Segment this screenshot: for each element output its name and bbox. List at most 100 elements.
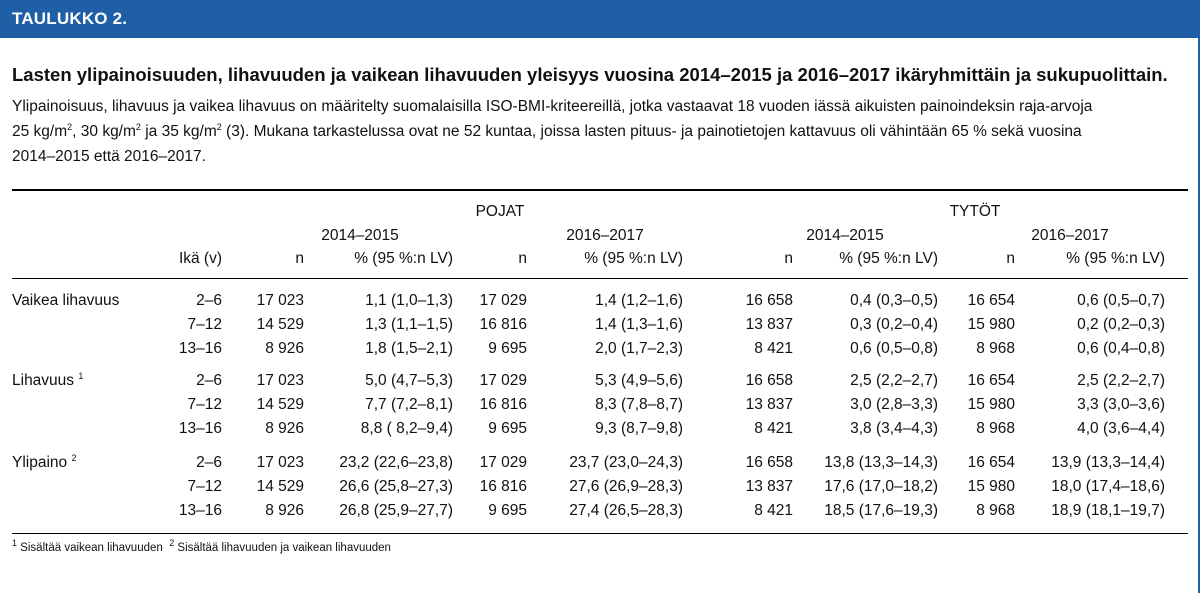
percent-ci-cell: 26,6 (25,8–27,3) — [339, 478, 453, 495]
age-group-cell: 2–6 — [196, 292, 222, 309]
percent-ci-cell: 27,6 (26,9–28,3) — [569, 478, 683, 495]
percent-ci-cell: 2,5 (2,2–2,7) — [850, 372, 938, 389]
percent-ci-cell: 8,8 ( 8,2–9,4) — [360, 420, 453, 437]
col-header-n: n — [295, 250, 304, 267]
percent-ci-cell: 23,2 (22,6–23,8) — [339, 454, 453, 471]
table-number-label: TAULUKKO 2. — [12, 9, 128, 28]
percent-ci-cell: 13,8 (13,3–14,3) — [824, 454, 938, 471]
table-header-bar: TAULUKKO 2. — [0, 0, 1200, 38]
percent-ci-cell: 17,6 (17,0–18,2) — [824, 478, 938, 495]
n-cell: 9 695 — [488, 340, 527, 357]
percent-ci-cell: 5,0 (4,7–5,3) — [365, 372, 453, 389]
percent-ci-cell: 5,3 (4,9–5,6) — [595, 372, 683, 389]
description-line-1: Ylipainoisuus, lihavuus ja vaikea lihavu… — [12, 98, 1093, 115]
percent-ci-cell: 1,4 (1,3–1,6) — [595, 316, 683, 333]
n-cell: 16 816 — [479, 396, 527, 413]
percent-ci-cell: 3,3 (3,0–3,6) — [1077, 396, 1165, 413]
n-cell: 17 029 — [479, 372, 527, 389]
n-cell: 13 837 — [745, 316, 793, 333]
n-cell: 14 529 — [256, 396, 304, 413]
n-cell: 8 926 — [265, 340, 304, 357]
n-cell: 15 980 — [967, 316, 1015, 333]
n-cell: 14 529 — [256, 478, 304, 495]
percent-ci-cell: 26,8 (25,9–27,7) — [339, 502, 453, 519]
n-cell: 17 023 — [256, 372, 304, 389]
age-group-cell: 7–12 — [187, 396, 222, 413]
percent-ci-cell: 18,0 (17,4–18,6) — [1051, 478, 1165, 495]
percent-ci-cell: 0,6 (0,4–0,8) — [1077, 340, 1165, 357]
age-group-cell: 13–16 — [178, 420, 222, 437]
description-line-2: 25 kg/m2, 30 kg/m2 ja 35 kg/m2 (3). Muka… — [12, 121, 1082, 140]
n-cell: 16 658 — [745, 372, 793, 389]
table-description: Ylipainoisuus, lihavuus ja vaikea lihavu… — [12, 94, 1182, 169]
group-header-boys: POJAT — [475, 203, 525, 220]
percent-ci-cell: 23,7 (23,0–24,3) — [569, 454, 683, 471]
row-group-label: Lihavuus 1 — [12, 370, 84, 389]
percent-ci-cell: 1,4 (1,2–1,6) — [595, 292, 683, 309]
percent-ci-cell: 2,5 (2,2–2,7) — [1077, 372, 1165, 389]
age-group-cell: 2–6 — [196, 372, 222, 389]
period-header-girls-1: 2014–2015 — [806, 227, 884, 244]
table-frame — [0, 38, 1200, 593]
n-cell: 8 421 — [754, 502, 793, 519]
n-cell: 16 658 — [745, 454, 793, 471]
n-cell: 16 654 — [967, 454, 1015, 471]
n-cell: 8 926 — [265, 502, 304, 519]
n-cell: 13 837 — [745, 478, 793, 495]
col-header-age: Ikä (v) — [178, 250, 222, 267]
col-header-n: n — [784, 250, 793, 267]
percent-ci-cell: 3,0 (2,8–3,3) — [850, 396, 938, 413]
n-cell: 16 658 — [745, 292, 793, 309]
period-header-girls-2: 2016–2017 — [1031, 227, 1109, 244]
n-cell: 17 029 — [479, 292, 527, 309]
footnote-2: Sisältää lihavuuden ja vaikean lihavuude… — [174, 542, 391, 554]
age-group-cell: 2–6 — [196, 454, 222, 471]
percent-ci-cell: 0,4 (0,3–0,5) — [850, 292, 938, 309]
percent-ci-cell: 3,8 (3,4–4,3) — [850, 420, 938, 437]
percent-ci-cell: 0,3 (0,2–0,4) — [850, 316, 938, 333]
n-cell: 8 968 — [976, 340, 1015, 357]
n-cell: 17 029 — [479, 454, 527, 471]
table-title: Lasten ylipainoisuuden, lihavuuden ja va… — [12, 64, 1168, 85]
n-cell: 15 980 — [967, 396, 1015, 413]
age-group-cell: 7–12 — [187, 316, 222, 333]
row-group-label: Vaikea lihavuus — [12, 292, 120, 309]
percent-ci-cell: 0,2 (0,2–0,3) — [1077, 316, 1165, 333]
age-group-cell: 13–16 — [178, 502, 222, 519]
age-group-cell: 7–12 — [187, 478, 222, 495]
n-cell: 14 529 — [256, 316, 304, 333]
n-cell: 16 816 — [479, 316, 527, 333]
percent-ci-cell: 2,0 (1,7–2,3) — [595, 340, 683, 357]
percent-ci-cell: 1,8 (1,5–2,1) — [365, 340, 453, 357]
n-cell: 8 421 — [754, 340, 793, 357]
n-cell: 9 695 — [488, 420, 527, 437]
n-cell: 16 654 — [967, 292, 1015, 309]
percent-ci-cell: 0,6 (0,5–0,8) — [850, 340, 938, 357]
percent-ci-cell: 4,0 (3,6–4,4) — [1077, 420, 1165, 437]
n-cell: 8 421 — [754, 420, 793, 437]
percent-ci-cell: 1,1 (1,0–1,3) — [365, 292, 453, 309]
description-line-3: 2014–2015 että 2016–2017. — [12, 148, 206, 165]
percent-ci-cell: 7,7 (7,2–8,1) — [365, 396, 453, 413]
period-header-boys-1: 2014–2015 — [321, 227, 399, 244]
percent-ci-cell: 27,4 (26,5–28,3) — [569, 502, 683, 519]
percent-ci-cell: 13,9 (13,3–14,4) — [1051, 454, 1165, 471]
n-cell: 13 837 — [745, 396, 793, 413]
footnote-1: Sisältää vaikean lihavuuden — [17, 542, 163, 554]
percent-ci-cell: 18,9 (18,1–19,7) — [1051, 502, 1165, 519]
n-cell: 15 980 — [967, 478, 1015, 495]
percent-ci-cell: 18,5 (17,6–19,3) — [824, 502, 938, 519]
col-header-pct: % (95 %:n LV) — [584, 250, 683, 267]
col-header-n: n — [1006, 250, 1015, 267]
n-cell: 8 968 — [976, 502, 1015, 519]
n-cell: 17 023 — [256, 454, 304, 471]
n-cell: 17 023 — [256, 292, 304, 309]
percent-ci-cell: 8,3 (7,8–8,7) — [595, 396, 683, 413]
age-group-cell: 13–16 — [178, 340, 222, 357]
n-cell: 9 695 — [488, 502, 527, 519]
group-header-girls: TYTÖT — [949, 203, 1001, 220]
col-header-pct: % (95 %:n LV) — [354, 250, 453, 267]
n-cell: 8 926 — [265, 420, 304, 437]
n-cell: 8 968 — [976, 420, 1015, 437]
percent-ci-cell: 1,3 (1,1–1,5) — [365, 316, 453, 333]
